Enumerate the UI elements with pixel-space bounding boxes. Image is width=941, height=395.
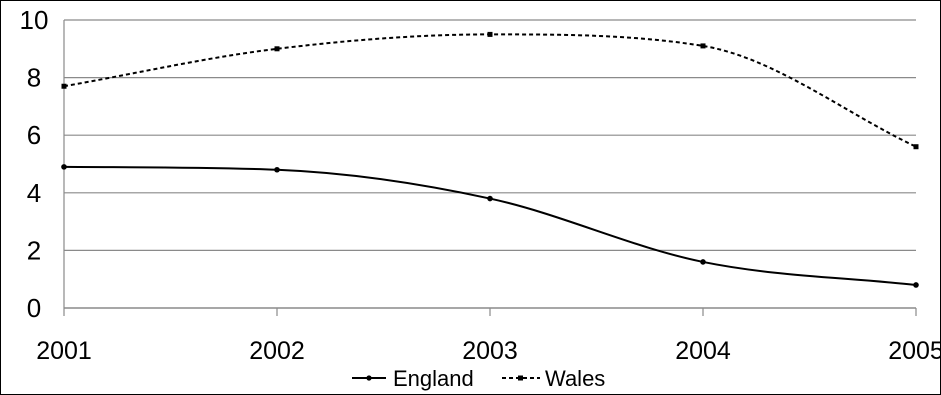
x-tick-label-2003: 2003 [462,337,518,365]
series-line-england [63,165,917,286]
data-point-wales-2003 [487,31,493,37]
data-points [61,31,919,288]
gridlines [64,19,916,251]
y-tick-label-10: 10 [20,5,49,35]
y-tick-label-6: 6 [27,120,41,150]
data-point-england-2001 [61,164,67,170]
y-tick-label-2: 2 [27,235,41,265]
x-tick-label-2001: 2001 [36,337,92,365]
data-point-wales-2002 [274,46,280,52]
legend-marker-wales [518,375,523,381]
legend: England Wales [352,366,605,391]
legend-item-england: England [352,366,474,391]
legend-label-england: England [393,366,474,391]
axes [63,20,916,309]
series-lines [63,33,917,286]
legend-marker-england [366,375,372,381]
legend-label-wales: Wales [545,366,605,391]
data-point-england-2005 [913,282,919,288]
data-point-wales-2005 [913,144,919,150]
data-point-wales-2004 [700,43,706,49]
data-point-england-2004 [700,259,706,265]
data-point-england-2002 [274,166,280,173]
x-tick-label-2005: 2005 [888,337,941,365]
y-tick-label-8: 8 [27,63,41,93]
y-tick-label-4: 4 [27,178,41,208]
data-point-wales-2001 [61,83,67,89]
series-line-wales [63,33,917,148]
data-point-england-2003 [487,195,493,202]
y-tick-label-0: 0 [27,293,41,323]
x-tick-label-2002: 2002 [249,337,305,365]
x-tick-label-2004: 2004 [675,337,731,365]
legend-item-wales: Wales [502,366,605,391]
y-axis-ticks: 0 2 4 6 8 10 [20,5,49,323]
x-axis-ticks: 2001 2002 2003 2004 2005 [36,308,941,365]
